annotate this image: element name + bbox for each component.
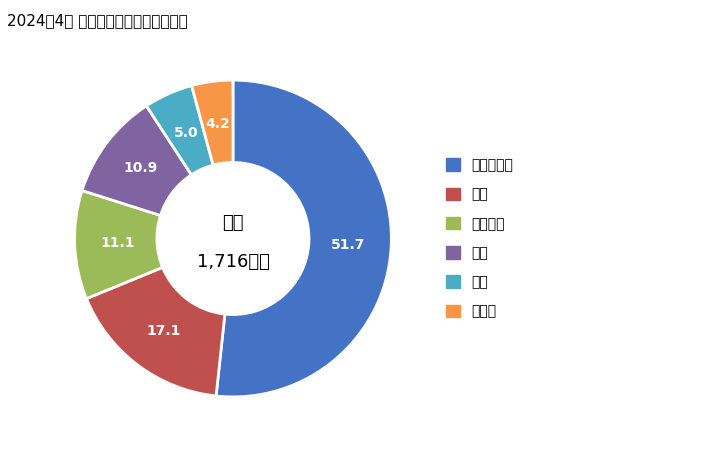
Text: 11.1: 11.1 [100, 236, 135, 250]
Text: 2024年4月 輸入相手国のシェア（％）: 2024年4月 輸入相手国のシェア（％） [7, 14, 188, 28]
Text: 1,716万円: 1,716万円 [197, 253, 269, 271]
Wedge shape [191, 80, 233, 165]
Text: 5.0: 5.0 [173, 126, 198, 140]
Wedge shape [146, 86, 213, 175]
Text: 10.9: 10.9 [124, 162, 158, 176]
Wedge shape [87, 267, 225, 396]
Wedge shape [74, 190, 162, 299]
Text: 総額: 総額 [222, 214, 244, 232]
Text: 51.7: 51.7 [331, 238, 365, 252]
Text: 4.2: 4.2 [205, 117, 230, 131]
Legend: フィリピン, 米国, ベトナム, 韓国, 英国, その他: フィリピン, 米国, ベトナム, 韓国, 英国, その他 [446, 158, 513, 319]
Text: 17.1: 17.1 [146, 324, 181, 338]
Wedge shape [82, 106, 191, 216]
Wedge shape [216, 80, 392, 397]
